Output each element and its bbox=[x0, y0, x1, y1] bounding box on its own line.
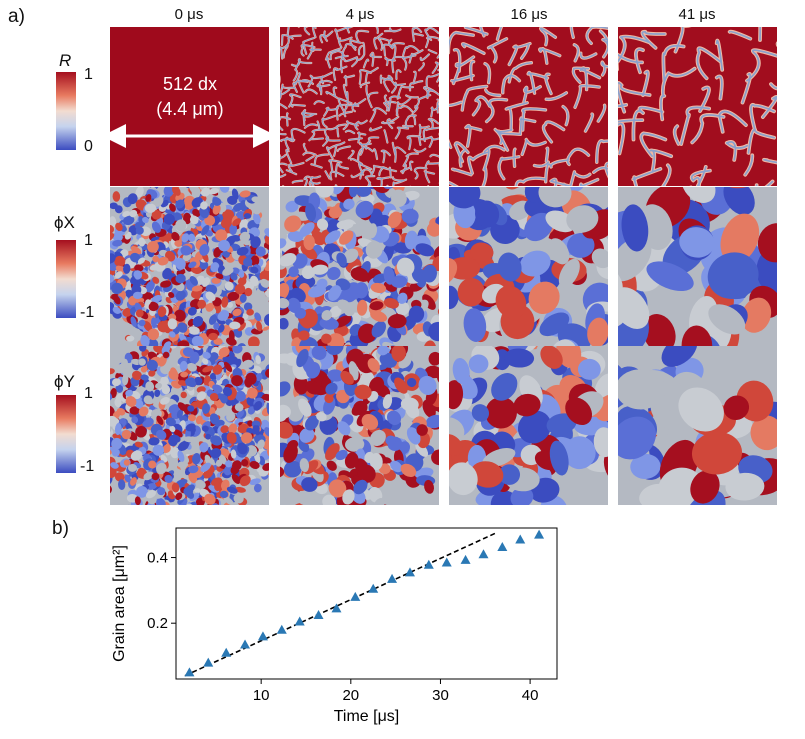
data-point-triangle bbox=[387, 573, 398, 583]
data-point-triangle bbox=[423, 559, 434, 569]
phix-map-16us bbox=[449, 187, 608, 346]
colorbar-phiy-tick-max: 1 bbox=[84, 385, 93, 402]
colorbar-r bbox=[56, 72, 76, 150]
panel-b-label: b) bbox=[52, 518, 69, 539]
data-point-triangle bbox=[257, 631, 268, 641]
r-map-0us bbox=[110, 27, 269, 186]
data-point-triangle bbox=[276, 624, 287, 634]
data-point-triangle bbox=[515, 534, 526, 544]
data-point-triangle bbox=[460, 554, 471, 564]
r-map-16us bbox=[449, 27, 608, 186]
scale-bar-length: 512 dx bbox=[162, 74, 218, 94]
scale-bar-physical: (4.4 μm) bbox=[156, 99, 224, 119]
y-tick-label: 0.2 bbox=[147, 615, 168, 632]
phix-map-41us bbox=[618, 187, 777, 346]
column-title-4us: 4 μs bbox=[345, 6, 375, 23]
x-tick-label: 10 bbox=[253, 687, 270, 704]
colorbar-phiy-tick-min: -1 bbox=[80, 458, 95, 475]
x-axis-label: Time [μs] bbox=[334, 708, 400, 725]
data-point-triangle bbox=[331, 603, 342, 613]
phiy-map-0us bbox=[110, 346, 269, 505]
phiy-map-16us bbox=[449, 346, 608, 505]
data-point-triangle bbox=[441, 557, 452, 567]
grain-area-chart: 10 20 30 40 0.2 0.4 Time [μs] Grain area [μm²… bbox=[111, 527, 558, 725]
data-point-triangle bbox=[203, 657, 214, 667]
data-point-triangle bbox=[368, 583, 379, 593]
colorbar-phix-tick-max: 1 bbox=[84, 232, 93, 249]
column-title-0us: 0 μs bbox=[174, 6, 204, 23]
colorbar-r-symbol: R bbox=[59, 51, 72, 70]
data-point-triangle bbox=[221, 647, 232, 657]
phiy-map-41us bbox=[618, 346, 777, 505]
colorbar-r-tick-min: 0 bbox=[84, 138, 93, 155]
colorbar-phix bbox=[56, 240, 76, 318]
scale-bar-label: 512 dx (4.4 μm) bbox=[115, 72, 265, 122]
phix-map-0us bbox=[110, 187, 269, 346]
phix-map-4us bbox=[280, 187, 439, 346]
colorbar-phix-tick-min: -1 bbox=[80, 304, 95, 321]
panel-a-label: a) bbox=[8, 6, 25, 27]
data-point-triangle bbox=[294, 616, 305, 626]
r-map-4us bbox=[280, 27, 439, 186]
colorbar-r-tick-max: 1 bbox=[84, 66, 93, 83]
r-map-41us bbox=[618, 27, 777, 186]
column-title-41us: 41 μs bbox=[678, 6, 716, 23]
data-point-triangle bbox=[497, 542, 508, 552]
y-tick-label: 0.4 bbox=[147, 550, 168, 567]
data-point-triangle bbox=[240, 639, 251, 649]
x-tick-label: 20 bbox=[342, 687, 359, 704]
colorbar-phiy bbox=[56, 395, 76, 473]
data-point-triangle bbox=[313, 609, 324, 619]
scale-bar-arrow bbox=[110, 124, 269, 148]
colorbar-phiy-symbol: ϕY bbox=[54, 372, 75, 391]
data-point-triangle bbox=[478, 549, 489, 559]
x-tick-label: 40 bbox=[522, 687, 539, 704]
data-point-triangle bbox=[350, 591, 361, 601]
data-point-triangle bbox=[404, 567, 415, 577]
data-point-triangle bbox=[534, 529, 545, 539]
x-tick-label: 30 bbox=[432, 687, 449, 704]
column-title-16us: 16 μs bbox=[510, 6, 548, 23]
data-point-triangle bbox=[184, 667, 195, 677]
y-axis-label: Grain area [μm²] bbox=[111, 545, 128, 662]
linear-fit-line bbox=[184, 532, 497, 677]
plot-frame bbox=[175, 527, 558, 680]
colorbar-phix-symbol: ϕX bbox=[54, 213, 75, 232]
phiy-map-4us bbox=[280, 346, 439, 505]
